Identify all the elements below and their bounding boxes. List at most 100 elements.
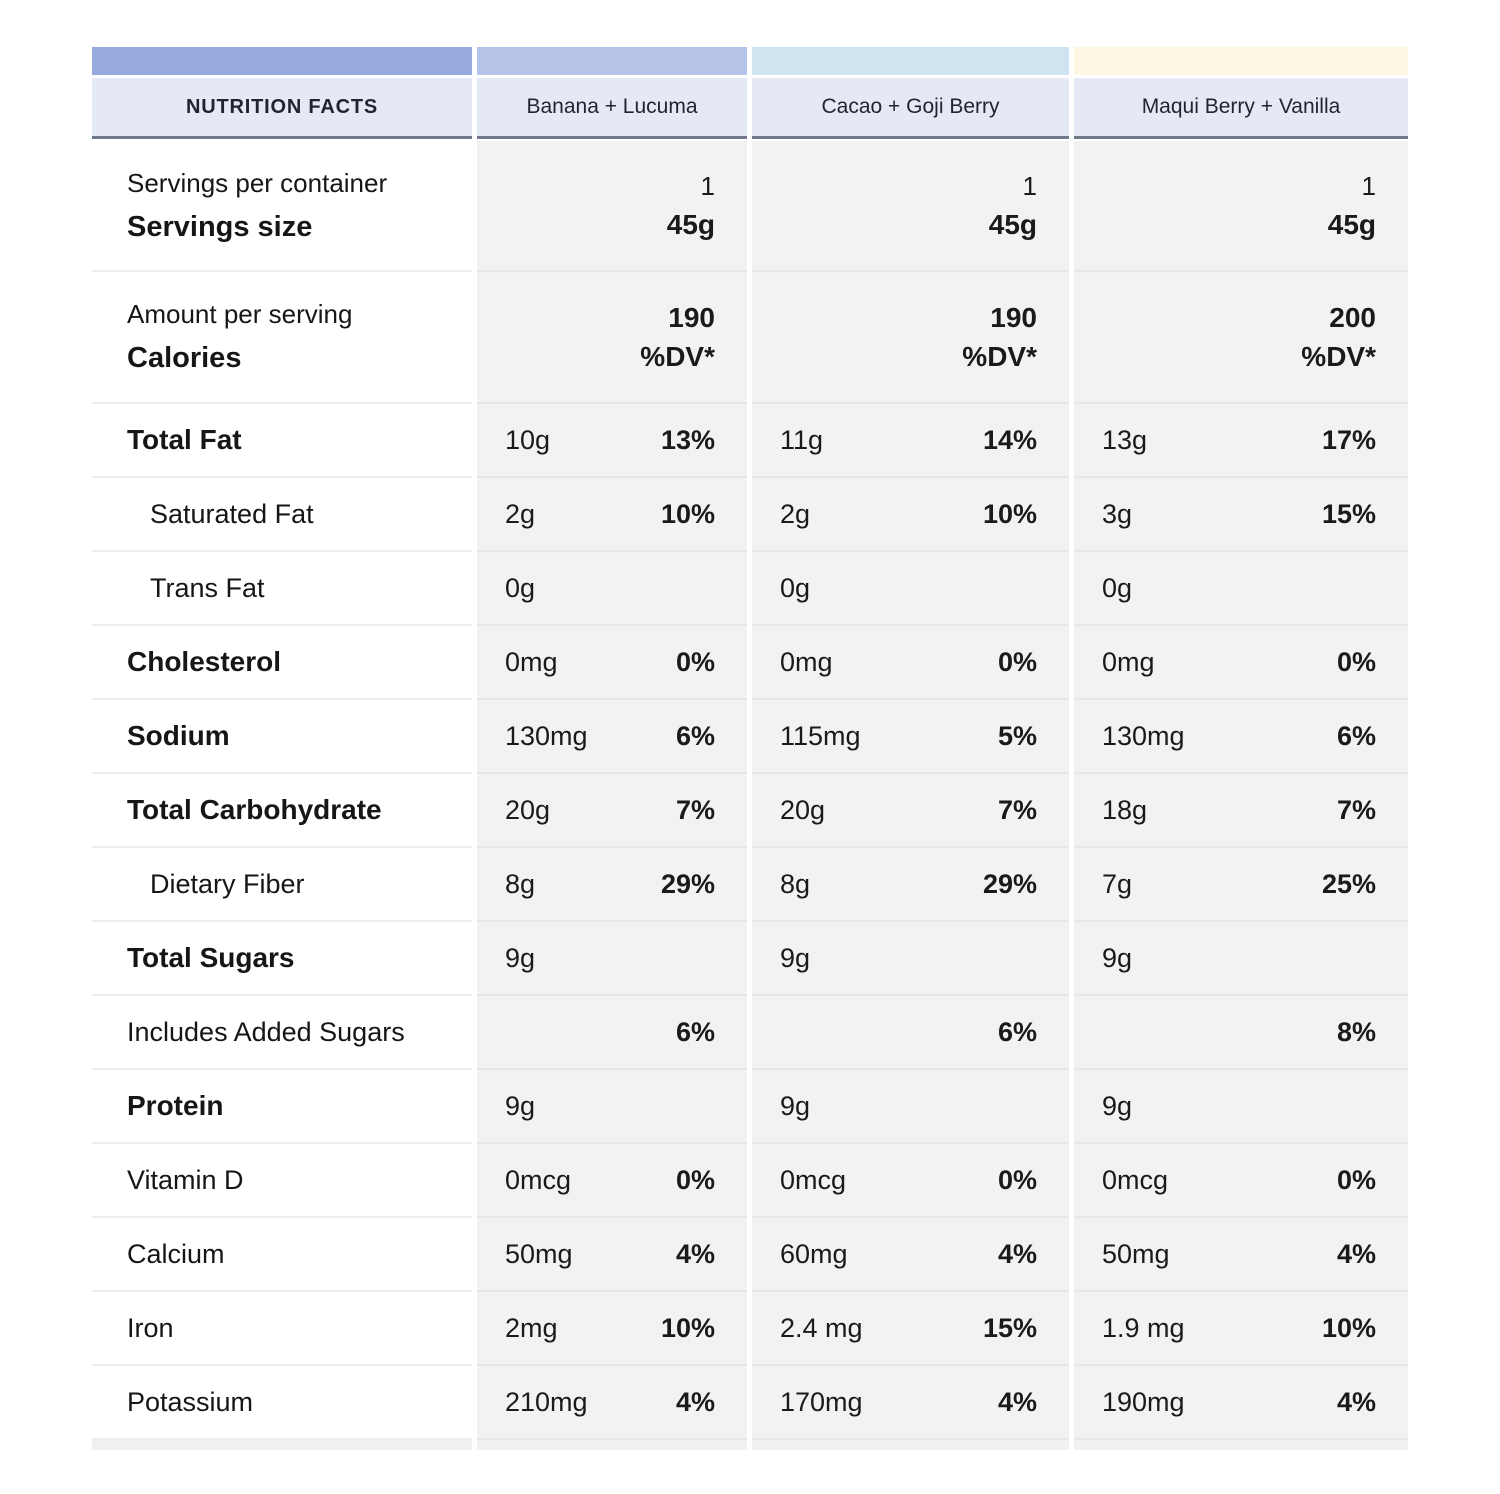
table-row: Protein 9g 9g 9g xyxy=(92,1070,1408,1144)
color-bar-nutrition-facts xyxy=(92,47,472,75)
value-line1: 190 xyxy=(668,301,715,333)
amount-value: 13g xyxy=(1102,424,1148,455)
daily-value-percent: 10% xyxy=(660,1312,715,1343)
row-label-cell: Total Fat xyxy=(92,404,472,478)
table-header-row: NUTRITION FACTS Banana + Lucuma Cacao + … xyxy=(92,78,1408,139)
color-bar-cacao-goji xyxy=(752,47,1069,75)
value-cell: 10g 13% xyxy=(477,404,747,478)
row-label: Saturated Fat xyxy=(150,498,314,529)
row-label: Vitamin D xyxy=(127,1164,244,1195)
value-cell: 130mg 6% xyxy=(477,700,747,774)
row-label-cell: Total Sugars xyxy=(92,922,472,996)
amount-value: 0g xyxy=(1102,572,1133,603)
table-row: Includes Added Sugars 6% 6% 8% xyxy=(92,996,1408,1070)
daily-value-percent: 6% xyxy=(1336,720,1376,751)
row-label: Potassium xyxy=(127,1386,254,1417)
row-label-cell: Calcium xyxy=(92,1218,472,1292)
table-row: Amount per serving Calories 190 %DV* 190 %DV*… xyxy=(92,272,1408,404)
amount-value: 9g xyxy=(780,942,811,973)
amount-value: 2g xyxy=(780,498,811,529)
column-header-banana-lucuma: Banana + Lucuma xyxy=(477,78,747,139)
value-cell: 8g 29% xyxy=(477,848,747,922)
value-cell: 0g xyxy=(752,552,1069,626)
row-label-cell: Includes Added Sugars xyxy=(92,996,472,1070)
daily-value-percent: 14% xyxy=(982,424,1037,455)
row-label-cell: Trans Fat xyxy=(92,552,472,626)
value-cell: 170mg 4% xyxy=(752,1366,1069,1440)
value-cell: 13g 17% xyxy=(1074,404,1408,478)
table-row: Saturated Fat 2g 10% 2g 10% 3g 15% xyxy=(92,478,1408,552)
amount-value: 20g xyxy=(780,794,826,825)
daily-value-percent: 0% xyxy=(1336,1164,1376,1195)
value-cell: 6% xyxy=(752,996,1069,1070)
amount-value: 20g xyxy=(505,794,551,825)
value-cell: 50mg 4% xyxy=(1074,1218,1408,1292)
daily-value-percent: 7% xyxy=(675,794,715,825)
color-bar-banana-lucuma xyxy=(477,47,747,75)
table-row: Cholesterol 0mg 0% 0mg 0% 0mg 0% xyxy=(92,626,1408,700)
row-label-cell: Protein xyxy=(92,1070,472,1144)
amount-value: 0mg xyxy=(780,646,833,677)
row-label: Iron xyxy=(127,1312,174,1343)
value-cell: 2.4 mg 15% xyxy=(752,1292,1069,1366)
value-cell: 0g xyxy=(1074,552,1408,626)
daily-value-percent: 0% xyxy=(997,646,1037,677)
table-title: NUTRITION FACTS xyxy=(92,78,472,139)
value-cell: 3g 15% xyxy=(1074,478,1408,552)
value-line1: 190 xyxy=(990,301,1037,333)
value-cell: 0mcg 0% xyxy=(752,1144,1069,1218)
value-cell: 9g xyxy=(752,922,1069,996)
daily-value-percent: 4% xyxy=(997,1238,1037,1269)
table-row: Vitamin D 0mcg 0% 0mcg 0% 0mcg 0% xyxy=(92,1144,1408,1218)
row-label: Trans Fat xyxy=(150,572,265,603)
row-label: Total Fat xyxy=(127,424,242,455)
amount-value: 1.9 mg xyxy=(1102,1312,1185,1343)
amount-value: 3g xyxy=(1102,498,1133,529)
daily-value-percent: 15% xyxy=(982,1312,1037,1343)
table-row: Potassium 210mg 4% 170mg 4% 190mg 4% xyxy=(92,1366,1408,1440)
row-label-cell: Sodium xyxy=(92,700,472,774)
row-label-cell: Servings per container Servings size xyxy=(92,141,472,272)
amount-value: 10g xyxy=(505,424,551,455)
value-cell: 0mcg 0% xyxy=(1074,1144,1408,1218)
amount-value: 0g xyxy=(780,572,811,603)
daily-value-percent: 4% xyxy=(997,1386,1037,1417)
value-cell: 11g 14% xyxy=(752,404,1069,478)
value-cell: 9g xyxy=(477,1070,747,1144)
value-line2: %DV* xyxy=(640,340,715,372)
bottom-strip-cell xyxy=(752,1440,1069,1450)
amount-value: 60mg xyxy=(780,1238,848,1269)
amount-value: 0mcg xyxy=(1102,1164,1169,1195)
value-cell: 190mg 4% xyxy=(1074,1366,1408,1440)
amount-value: 9g xyxy=(505,942,536,973)
amount-value: 115mg xyxy=(780,720,861,751)
value-cell: 0mg 0% xyxy=(1074,626,1408,700)
amount-value: 130mg xyxy=(505,720,588,751)
value-cell: 210mg 4% xyxy=(477,1366,747,1440)
table-row: Total Fat 10g 13% 11g 14% 13g 17% xyxy=(92,404,1408,478)
amount-value: 0mg xyxy=(505,646,558,677)
daily-value-percent: 4% xyxy=(1336,1238,1376,1269)
bottom-strip-cell xyxy=(1074,1440,1408,1450)
row-label: Calcium xyxy=(127,1238,225,1269)
table-row: Total Sugars 9g 9g 9g xyxy=(92,922,1408,996)
daily-value-percent: 0% xyxy=(675,1164,715,1195)
value-cell: 9g xyxy=(1074,1070,1408,1144)
value-line1: 1 xyxy=(700,170,715,201)
amount-value: 7g xyxy=(1102,868,1133,899)
value-cell: 0mg 0% xyxy=(752,626,1069,700)
value-cell: 1 45g xyxy=(1074,141,1408,272)
row-label-cell: Saturated Fat xyxy=(92,478,472,552)
column-header-cacao-goji-berry: Cacao + Goji Berry xyxy=(752,78,1069,139)
row-label: Cholesterol xyxy=(127,646,282,677)
value-cell: 1 45g xyxy=(752,141,1069,272)
bottom-strip-cell xyxy=(92,1440,472,1450)
amount-value: 2.4 mg xyxy=(780,1312,863,1343)
row-label-cell: Cholesterol xyxy=(92,626,472,700)
daily-value-percent: 15% xyxy=(1321,498,1376,529)
value-cell: 2g 10% xyxy=(752,478,1069,552)
value-cell: 0mcg 0% xyxy=(477,1144,747,1218)
value-cell: 1 45g xyxy=(477,141,747,272)
amount-value: 50mg xyxy=(1102,1238,1170,1269)
daily-value-percent: 7% xyxy=(997,794,1037,825)
